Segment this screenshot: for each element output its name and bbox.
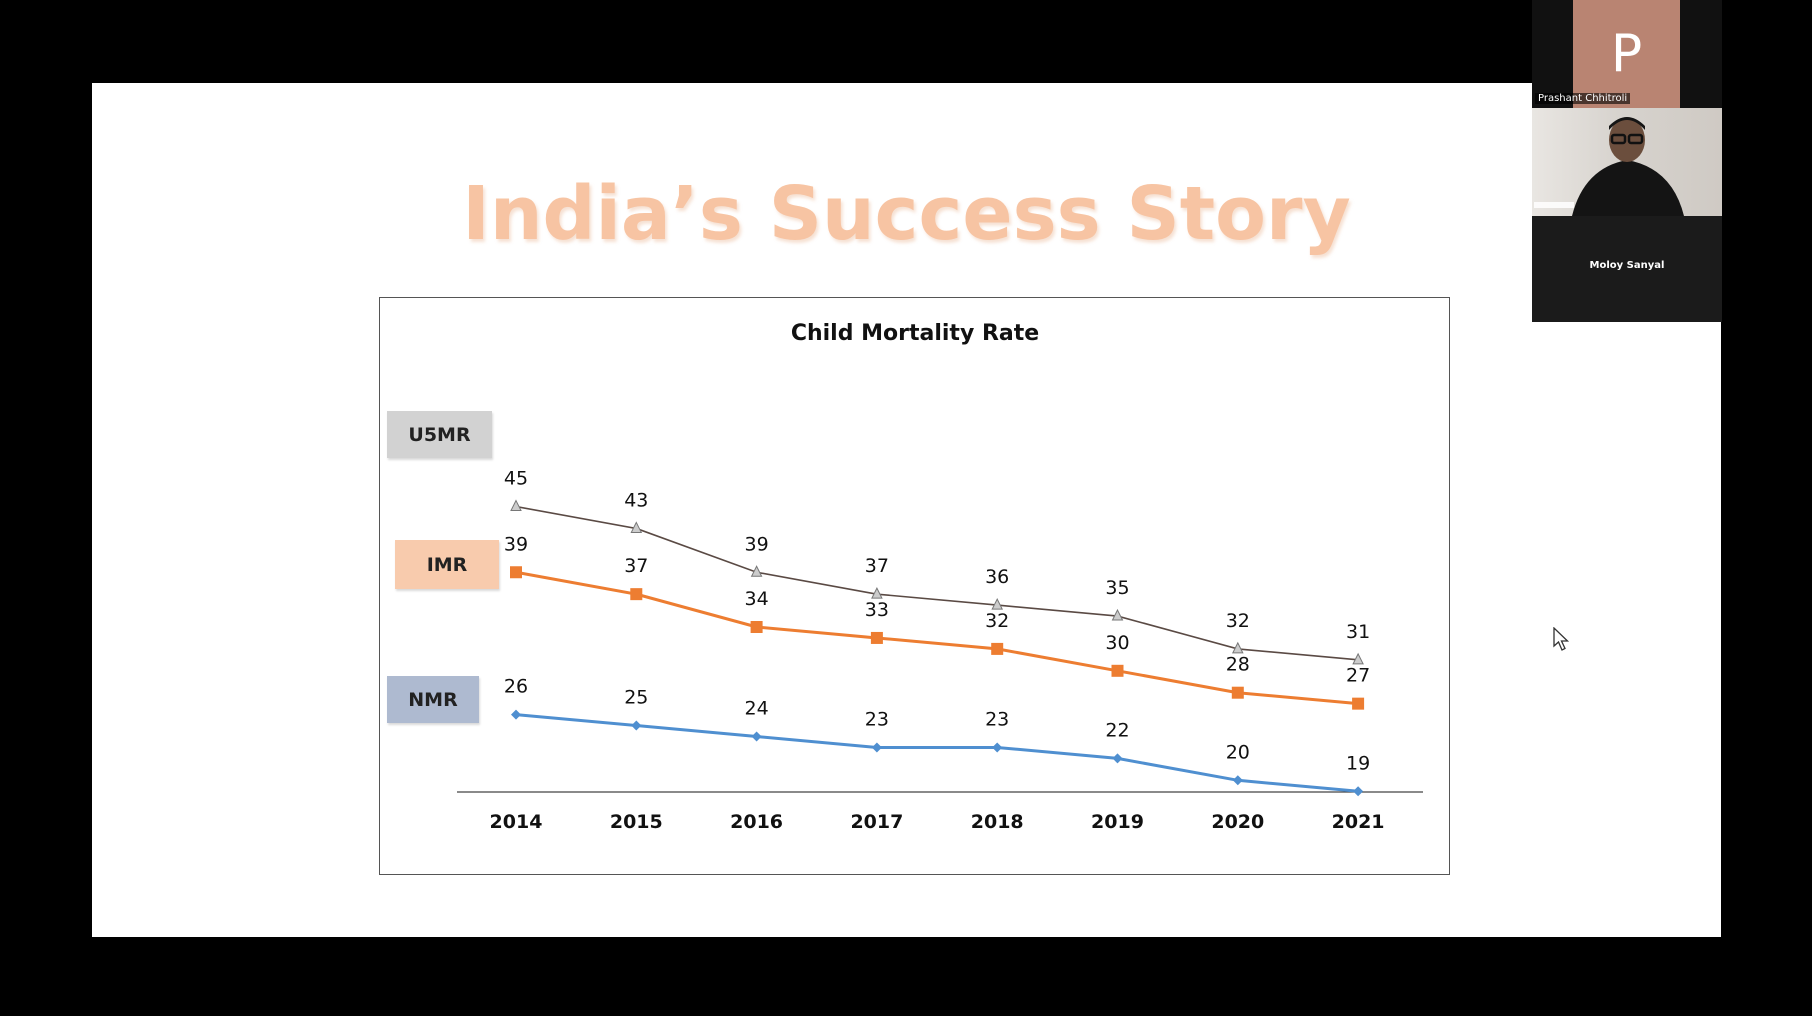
data-label: 45 <box>504 468 528 490</box>
data-point <box>1353 786 1364 797</box>
data-point <box>991 597 1004 610</box>
series-line-nmr <box>515 713 1359 793</box>
participant-name: Prashant Chhitroli <box>1535 93 1631 104</box>
data-point <box>1111 664 1124 677</box>
data-label: 37 <box>624 555 648 577</box>
x-tick-label: 2020 <box>1211 811 1264 833</box>
chart-container: Child Mortality Rate 2014 2015 2016 2017 2018… <box>379 297 1450 875</box>
data-point <box>870 631 883 644</box>
data-point <box>1231 641 1244 654</box>
data-label: 24 <box>745 698 769 720</box>
participant-video-tile[interactable]: Moloy Sanyal <box>1532 108 1722 322</box>
data-label: 35 <box>1105 577 1129 599</box>
data-label: 39 <box>745 533 769 555</box>
data-point <box>750 565 763 577</box>
data-label: 25 <box>624 687 648 709</box>
data-label: 23 <box>865 708 889 730</box>
data-point <box>992 742 1003 753</box>
data-point <box>631 720 642 731</box>
participant-video <box>1532 108 1722 216</box>
data-point <box>630 521 643 533</box>
participant-name: Moloy Sanyal <box>1589 260 1665 271</box>
data-label: 22 <box>1105 719 1129 741</box>
data-point <box>1231 686 1244 699</box>
data-label: 19 <box>1346 752 1370 774</box>
data-point <box>750 621 763 633</box>
person-silhouette <box>1534 117 1684 216</box>
series-badge-imr: IMR <box>395 540 499 589</box>
data-label: 32 <box>985 610 1009 632</box>
x-tick-label: 2015 <box>610 811 663 833</box>
series-badge-nmr: NMR <box>387 676 479 723</box>
data-point <box>510 499 522 512</box>
data-label: 20 <box>1226 741 1250 763</box>
data-point <box>871 587 883 599</box>
data-point <box>991 642 1004 655</box>
data-label: 37 <box>865 555 889 577</box>
data-label: 32 <box>1226 610 1250 632</box>
data-point <box>630 588 643 601</box>
data-point <box>1112 753 1123 764</box>
x-tick-label: 2014 <box>490 811 543 833</box>
x-tick-label: 2017 <box>850 811 903 833</box>
data-label: 39 <box>504 533 528 555</box>
data-label: 34 <box>745 588 769 610</box>
data-point <box>1352 652 1364 665</box>
data-label: 28 <box>1226 654 1250 676</box>
data-label: 27 <box>1346 665 1370 687</box>
x-tick-label: 2018 <box>971 811 1024 833</box>
series-line-u5mr <box>515 505 1359 661</box>
data-point <box>511 709 521 720</box>
mouse-cursor-icon <box>1553 627 1570 651</box>
x-tick-label: 2021 <box>1332 811 1385 833</box>
data-point <box>871 742 882 753</box>
data-point <box>751 731 762 742</box>
x-tick-label: 2019 <box>1091 811 1144 833</box>
data-label: 31 <box>1346 621 1370 643</box>
line-chart: Child Mortality Rate 2014 2015 2016 2017 2018… <box>457 321 1423 833</box>
data-point <box>1111 608 1124 621</box>
slide-title: India’s Success Story <box>462 171 1351 257</box>
participant-tile[interactable]: P Prashant Chhitroli <box>1532 0 1722 108</box>
data-point <box>1232 775 1243 786</box>
data-label: 26 <box>504 676 528 698</box>
series-line-imr <box>515 570 1359 706</box>
data-point <box>1352 697 1365 710</box>
avatar: P <box>1573 0 1680 108</box>
presentation-slide: India’s Success Story Child Mortality Ra… <box>92 83 1721 937</box>
series-badge-u5mr: U5MR <box>387 411 492 458</box>
data-point <box>510 566 522 579</box>
chart-title: Child Mortality Rate <box>791 321 1039 346</box>
x-tick-label: 2016 <box>730 811 783 833</box>
data-label: 36 <box>985 566 1009 588</box>
data-label: 30 <box>1105 632 1129 654</box>
data-label: 23 <box>985 708 1009 730</box>
data-label: 33 <box>865 599 889 621</box>
data-label: 43 <box>624 489 648 511</box>
